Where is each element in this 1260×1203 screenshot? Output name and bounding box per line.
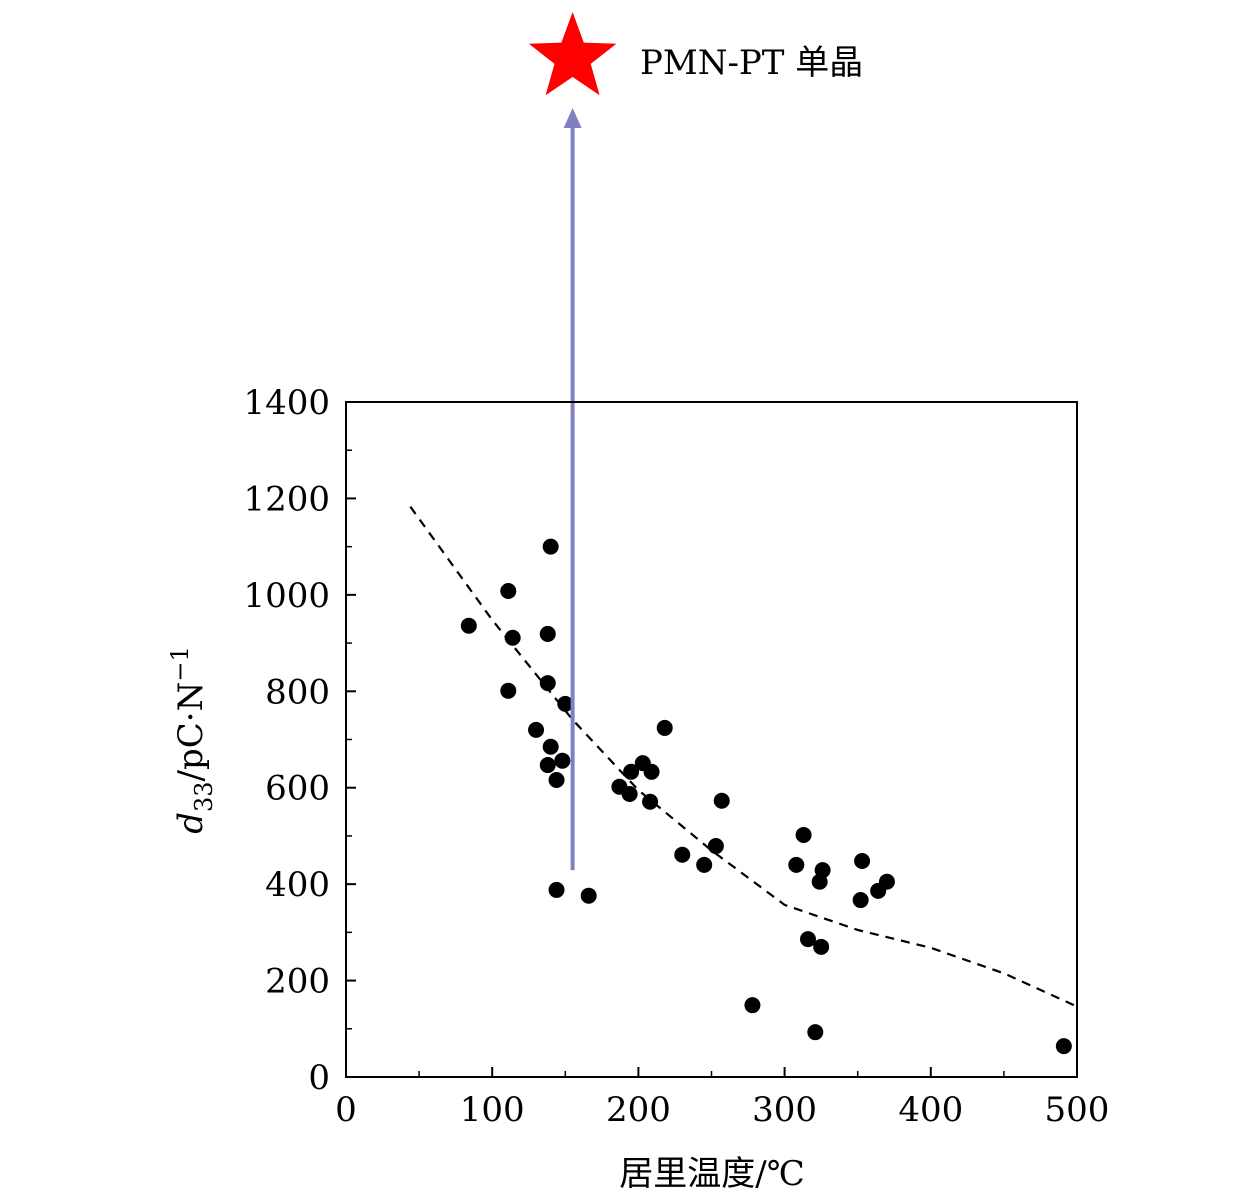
data-point	[528, 721, 545, 738]
y-tick-label: 1200	[243, 479, 330, 519]
data-point	[807, 1024, 824, 1041]
data-point	[674, 846, 691, 863]
x-axis-label: 居里温度/℃	[619, 1154, 805, 1194]
y-tick-label: 0	[308, 1058, 330, 1098]
y-label-sup: −1	[166, 646, 194, 681]
annotation-label: PMN-PT 单晶	[640, 43, 863, 83]
data-point	[542, 738, 559, 755]
x-tick-label: 100	[460, 1090, 525, 1130]
data-point	[707, 838, 724, 855]
data-point	[548, 881, 565, 898]
data-point	[799, 931, 816, 948]
x-tick-label: 500	[1045, 1090, 1110, 1130]
x-tick-label: 300	[752, 1090, 817, 1130]
data-point	[539, 675, 556, 692]
data-point	[542, 538, 559, 555]
data-point	[643, 763, 660, 780]
data-point	[878, 873, 895, 890]
data-point	[656, 719, 673, 736]
data-point	[642, 793, 659, 810]
arrow-head	[563, 108, 582, 128]
data-point	[557, 695, 574, 712]
data-point	[504, 629, 521, 646]
data-point	[580, 887, 597, 904]
data-point	[788, 856, 805, 873]
star-icon	[528, 12, 617, 96]
y-label-sub: 33	[190, 781, 218, 812]
data-point	[500, 682, 517, 699]
y-tick-label: 400	[265, 865, 330, 905]
data-point	[621, 785, 638, 802]
data-point	[811, 873, 828, 890]
data-point	[696, 856, 713, 873]
data-point	[539, 757, 556, 774]
data-point	[548, 772, 565, 788]
y-tick-label: 1000	[243, 576, 330, 616]
x-tick-label: 0	[335, 1090, 357, 1130]
x-tick-label: 200	[606, 1090, 671, 1130]
y-tick-label: 200	[265, 962, 330, 1002]
data-point	[554, 752, 571, 769]
x-tick-label: 400	[898, 1090, 963, 1130]
y-label-rest: /pC·N	[171, 682, 211, 782]
data-point	[1055, 1038, 1072, 1055]
data-point	[713, 792, 730, 809]
data-point	[460, 617, 477, 634]
data-point	[795, 826, 812, 843]
plot-frame	[345, 401, 1078, 1078]
data-point	[813, 938, 830, 955]
data-point	[500, 583, 517, 599]
data-point	[539, 625, 556, 642]
trend-line	[409, 505, 1075, 1007]
y-label-main: d	[171, 812, 211, 834]
y-axis-label: d33/pC·N−1	[166, 646, 218, 834]
y-tick-label: 600	[265, 769, 330, 809]
data-point	[623, 763, 640, 780]
data-point	[852, 892, 869, 909]
axis-ticks: 0 100 200 300 400 500 0 200 400 600 800 1000 1200 140…	[243, 383, 1109, 1130]
data-point	[854, 853, 871, 869]
y-tick-label: 800	[265, 672, 330, 712]
y-tick-label: 1400	[243, 383, 330, 423]
data-points	[460, 538, 1072, 1055]
data-point	[744, 997, 761, 1014]
